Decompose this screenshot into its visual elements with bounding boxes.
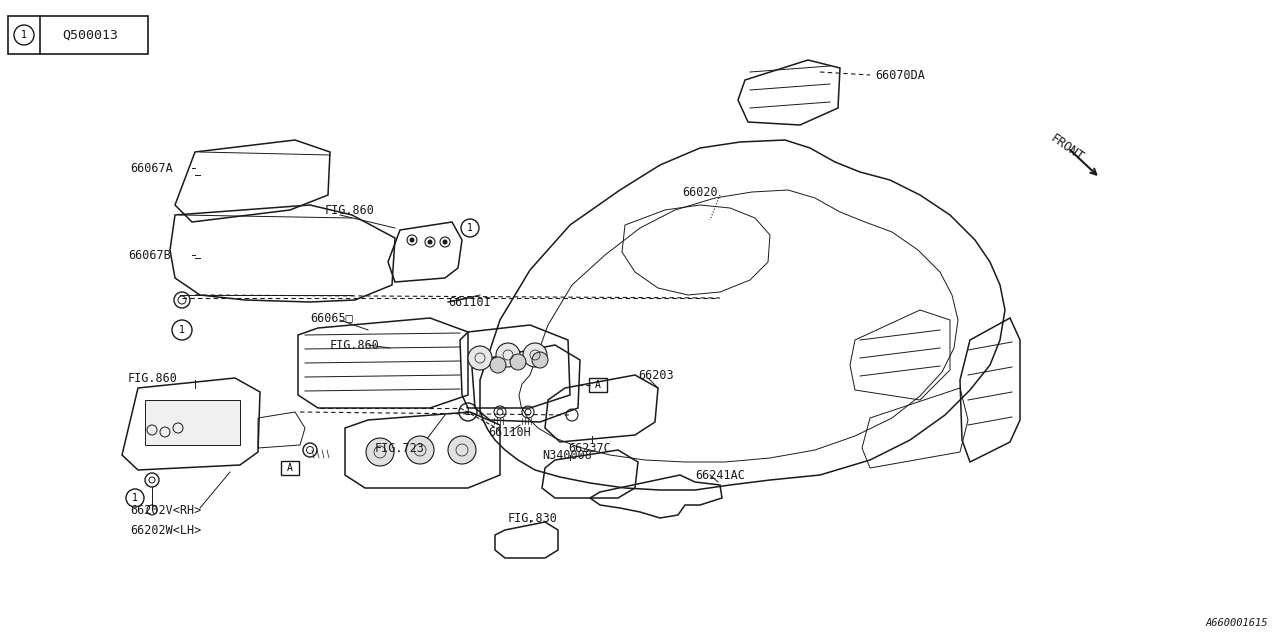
Bar: [282, 461, 300, 475]
Text: 1: 1: [465, 407, 471, 417]
Bar: [8, 16, 148, 54]
Bar: [145, 400, 241, 445]
Text: 66202V<RH>: 66202V<RH>: [131, 504, 201, 516]
Circle shape: [468, 346, 492, 370]
Text: FIG.860: FIG.860: [128, 371, 178, 385]
Text: 1: 1: [179, 325, 184, 335]
Text: 66065□: 66065□: [310, 312, 353, 324]
Text: 66203: 66203: [637, 369, 673, 381]
Text: 66241AC: 66241AC: [695, 468, 745, 481]
Text: Q500013: Q500013: [61, 29, 118, 42]
Text: FIG.860: FIG.860: [330, 339, 380, 351]
Text: 66202W<LH>: 66202W<LH>: [131, 524, 201, 536]
Text: 66110H: 66110H: [488, 426, 531, 438]
Text: FRONT: FRONT: [1048, 132, 1087, 164]
Text: 66237C: 66237C: [568, 442, 611, 454]
Text: 1: 1: [467, 223, 472, 233]
Text: 66067A: 66067A: [131, 161, 173, 175]
Circle shape: [366, 438, 394, 466]
Text: FIG.723: FIG.723: [375, 442, 425, 454]
Text: 66070DA: 66070DA: [876, 68, 925, 81]
Text: FIG.830: FIG.830: [508, 511, 558, 525]
Text: 1: 1: [132, 493, 138, 503]
Text: 66067B: 66067B: [128, 248, 170, 262]
Circle shape: [532, 352, 548, 368]
Text: 1: 1: [20, 30, 27, 40]
Circle shape: [524, 343, 547, 367]
Text: N340008: N340008: [541, 449, 591, 461]
Text: 66110I: 66110I: [448, 296, 490, 308]
Text: A660001615: A660001615: [1206, 618, 1268, 628]
Circle shape: [509, 354, 526, 370]
Circle shape: [490, 357, 506, 373]
Text: A: A: [595, 380, 600, 390]
Text: A: A: [287, 463, 293, 473]
Circle shape: [428, 239, 433, 244]
Circle shape: [443, 239, 448, 244]
Text: FIG.860: FIG.860: [325, 204, 375, 216]
Bar: [589, 378, 607, 392]
Circle shape: [406, 436, 434, 464]
Circle shape: [497, 343, 520, 367]
Text: 66020: 66020: [682, 186, 718, 198]
Circle shape: [410, 237, 415, 243]
Circle shape: [448, 436, 476, 464]
